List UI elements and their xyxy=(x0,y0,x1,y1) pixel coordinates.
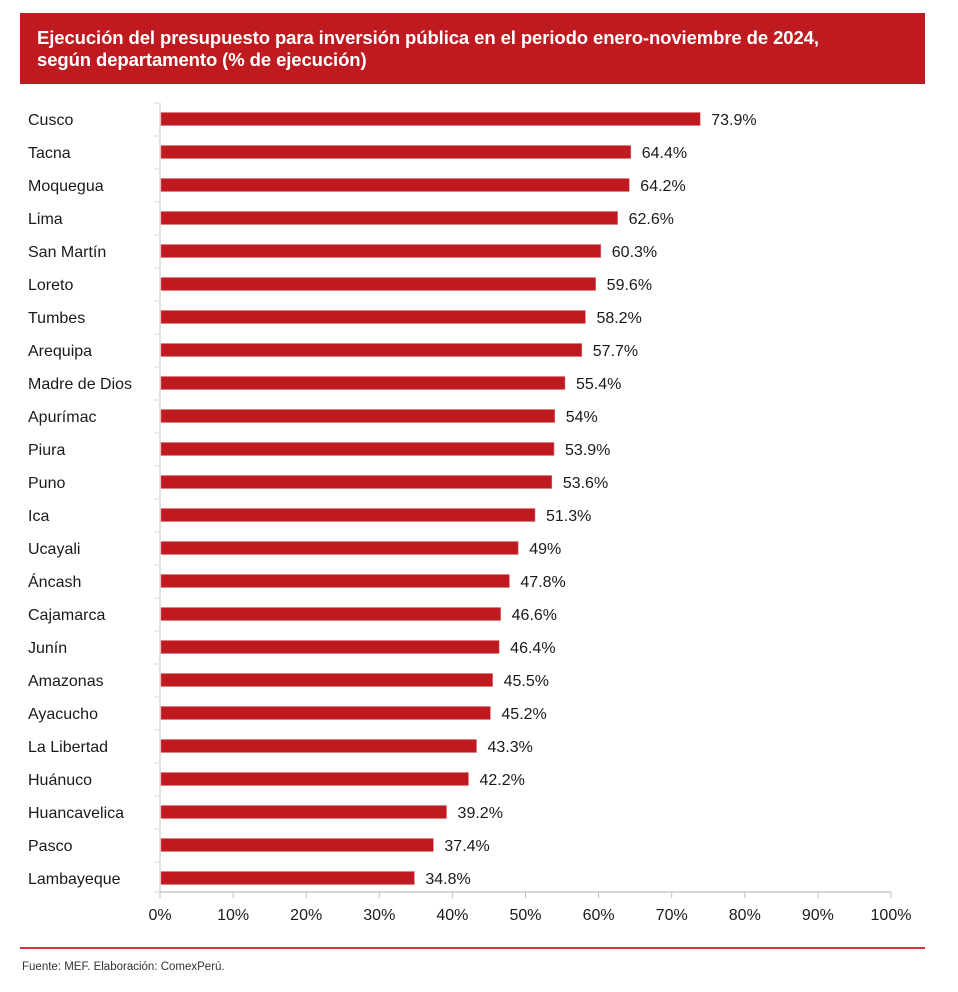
category-label: Moquegua xyxy=(28,178,104,195)
category-label: Ica xyxy=(28,508,49,525)
bar xyxy=(160,376,566,390)
value-label: 54% xyxy=(566,409,598,426)
value-label: 43.3% xyxy=(488,739,533,756)
category-label: Lambayeque xyxy=(28,871,121,888)
value-label: 58.2% xyxy=(596,310,641,327)
chart-title-line-2: según departamento (% de ejecución) xyxy=(37,49,367,70)
category-label: Tumbes xyxy=(28,310,85,327)
category-label: Piura xyxy=(28,442,65,459)
category-label: Amazonas xyxy=(28,673,104,690)
bar xyxy=(160,442,555,456)
value-label: 45.5% xyxy=(504,673,549,690)
category-label: Huancavelica xyxy=(28,805,124,822)
x-tick-label: 70% xyxy=(656,907,688,924)
value-label: 57.7% xyxy=(593,343,638,360)
x-tick-labels: 0% 10% 20% 30% 40% 50% 60% 70% 80% 90% 100% xyxy=(148,907,911,924)
chart-axes xyxy=(154,102,892,898)
bar xyxy=(160,640,500,654)
bar xyxy=(160,871,415,885)
bar xyxy=(160,145,632,159)
x-tick-label: 60% xyxy=(583,907,615,924)
x-tick-label: 0% xyxy=(148,907,171,924)
x-tick-label: 90% xyxy=(802,907,834,924)
chart-bars xyxy=(160,112,701,885)
bar-chart: Cusco Tacna Moquegua Lima San Martín Loreto Tu… xyxy=(28,102,911,924)
value-label: 64.2% xyxy=(640,178,685,195)
bar xyxy=(160,112,701,126)
category-label: Junín xyxy=(28,640,67,657)
bar xyxy=(160,211,618,225)
value-label: 47.8% xyxy=(520,574,565,591)
category-label: Apurímac xyxy=(28,409,96,426)
value-label: 53.6% xyxy=(563,475,608,492)
category-label: Puno xyxy=(28,475,65,492)
category-label: La Libertad xyxy=(28,739,108,756)
value-labels: 73.9% 64.4% 64.2% 62.6% 60.3% 59.6% 58.2% 57.7%… xyxy=(425,112,756,888)
category-label: Ucayali xyxy=(28,541,80,558)
category-label: Ayacucho xyxy=(28,706,98,723)
bar xyxy=(160,772,469,786)
category-label: Tacna xyxy=(28,145,71,162)
value-label: 37.4% xyxy=(444,838,489,855)
value-label: 55.4% xyxy=(576,376,621,393)
value-label: 49% xyxy=(529,541,561,558)
bar xyxy=(160,673,493,687)
x-tick-label: 40% xyxy=(436,907,468,924)
bar xyxy=(160,277,596,291)
x-tick-label: 20% xyxy=(290,907,322,924)
source-note: Fuente: MEF. Elaboración: ComexPerú. xyxy=(22,961,225,973)
value-label: 46.4% xyxy=(510,640,555,657)
bar xyxy=(160,805,447,819)
category-label: Loreto xyxy=(28,277,73,294)
category-label: Pasco xyxy=(28,838,73,855)
value-label: 39.2% xyxy=(458,805,503,822)
bar xyxy=(160,178,630,192)
value-label: 53.9% xyxy=(565,442,610,459)
bar xyxy=(160,244,602,258)
category-label: Cajamarca xyxy=(28,607,105,624)
value-label: 45.2% xyxy=(501,706,546,723)
value-label: 62.6% xyxy=(629,211,674,228)
chart-title-line-1: Ejecución del presupuesto para inversión… xyxy=(37,27,819,48)
x-tick-label: 50% xyxy=(509,907,541,924)
category-label: Huánuco xyxy=(28,772,92,789)
bar xyxy=(160,574,510,588)
value-label: 73.9% xyxy=(711,112,756,129)
bar xyxy=(160,310,586,324)
category-labels: Cusco Tacna Moquegua Lima San Martín Loreto Tu… xyxy=(28,112,132,888)
value-label: 42.2% xyxy=(479,772,524,789)
bar xyxy=(160,607,501,621)
value-label: 59.6% xyxy=(607,277,652,294)
footer-divider xyxy=(20,947,925,949)
category-label: Arequipa xyxy=(28,343,92,360)
x-tick-label: 100% xyxy=(871,907,912,924)
value-label: 60.3% xyxy=(612,244,657,261)
value-label: 51.3% xyxy=(546,508,591,525)
x-tick-label: 80% xyxy=(729,907,761,924)
x-tick-label: 30% xyxy=(363,907,395,924)
bar xyxy=(160,838,434,852)
value-label: 34.8% xyxy=(425,871,470,888)
chart-header: Ejecución del presupuesto para inversión… xyxy=(20,13,925,84)
x-tick-label: 10% xyxy=(217,907,249,924)
bar xyxy=(160,739,477,753)
bar xyxy=(160,706,491,720)
category-label: Madre de Dios xyxy=(28,376,132,393)
bar xyxy=(160,541,519,555)
category-label: Áncash xyxy=(28,572,81,591)
value-label: 64.4% xyxy=(642,145,687,162)
bar xyxy=(160,409,556,423)
bar xyxy=(160,343,583,357)
category-label: Lima xyxy=(28,211,63,228)
bar xyxy=(160,508,536,522)
category-label: Cusco xyxy=(28,112,73,129)
bar xyxy=(160,475,553,489)
value-label: 46.6% xyxy=(512,607,557,624)
category-label: San Martín xyxy=(28,244,106,261)
